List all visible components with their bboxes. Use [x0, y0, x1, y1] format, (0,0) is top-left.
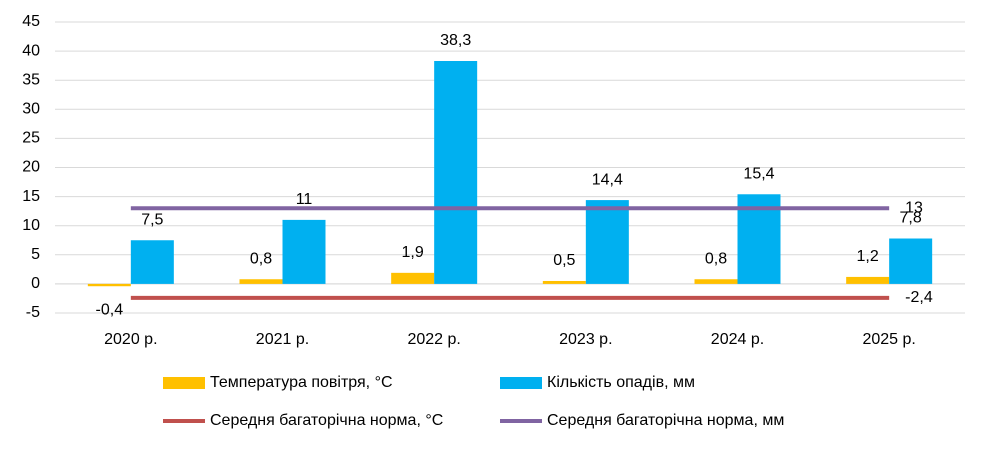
data-label: 1,9 — [402, 244, 424, 261]
y-tick-label: 0 — [31, 275, 40, 292]
y-tick-label: 45 — [22, 13, 40, 30]
x-tick-label: 2023 р. — [559, 331, 612, 348]
data-label: 38,3 — [440, 32, 471, 49]
bar — [585, 200, 629, 284]
y-tick-label: 30 — [22, 101, 40, 118]
x-tick-label: 2021 р. — [256, 331, 309, 348]
bar — [391, 272, 435, 284]
data-label: 0,5 — [553, 252, 575, 269]
data-label: 0,8 — [250, 250, 272, 267]
bar — [434, 60, 478, 284]
bar — [130, 240, 174, 284]
bar — [542, 280, 586, 284]
legend-label: Середня багаторічна норма, мм — [547, 412, 784, 429]
data-label: 7,8 — [900, 210, 922, 227]
legend-label: Температура повітря, °С — [210, 374, 393, 391]
data-label: -0,4 — [96, 301, 124, 318]
y-tick-label: 40 — [22, 42, 40, 59]
x-tick-label: 2020 р. — [104, 331, 157, 348]
bar — [87, 283, 131, 287]
bar — [282, 219, 326, 284]
legend-swatch — [163, 377, 205, 389]
legend-swatch — [500, 377, 542, 389]
y-tick-label: 20 — [22, 159, 40, 176]
x-tick-label: 2024 р. — [711, 331, 764, 348]
data-label: 13 — [905, 199, 923, 216]
data-label: 14,4 — [592, 171, 623, 188]
legend-label: Кількість опадів, мм — [547, 374, 695, 391]
data-label: 7,5 — [141, 211, 163, 228]
bar — [889, 238, 933, 284]
data-label: 11 — [296, 191, 313, 208]
data-label: 15,4 — [743, 165, 774, 182]
y-tick-label: 10 — [22, 217, 40, 234]
y-tick-label: 35 — [22, 71, 40, 88]
data-label: 1,2 — [857, 248, 879, 265]
bar — [239, 279, 283, 284]
y-tick-label: 5 — [31, 246, 40, 263]
y-tick-label: 25 — [22, 130, 40, 147]
legend-label: Середня багаторічна норма, °С — [210, 412, 443, 429]
x-tick-label: 2025 р. — [862, 331, 915, 348]
bar — [694, 279, 738, 284]
y-tick-label: 15 — [22, 188, 40, 205]
data-label: -2,4 — [905, 289, 933, 306]
data-label: 0,8 — [705, 250, 727, 267]
y-tick-label: -5 — [26, 304, 40, 321]
x-tick-label: 2022 р. — [407, 331, 460, 348]
bar — [846, 276, 890, 284]
